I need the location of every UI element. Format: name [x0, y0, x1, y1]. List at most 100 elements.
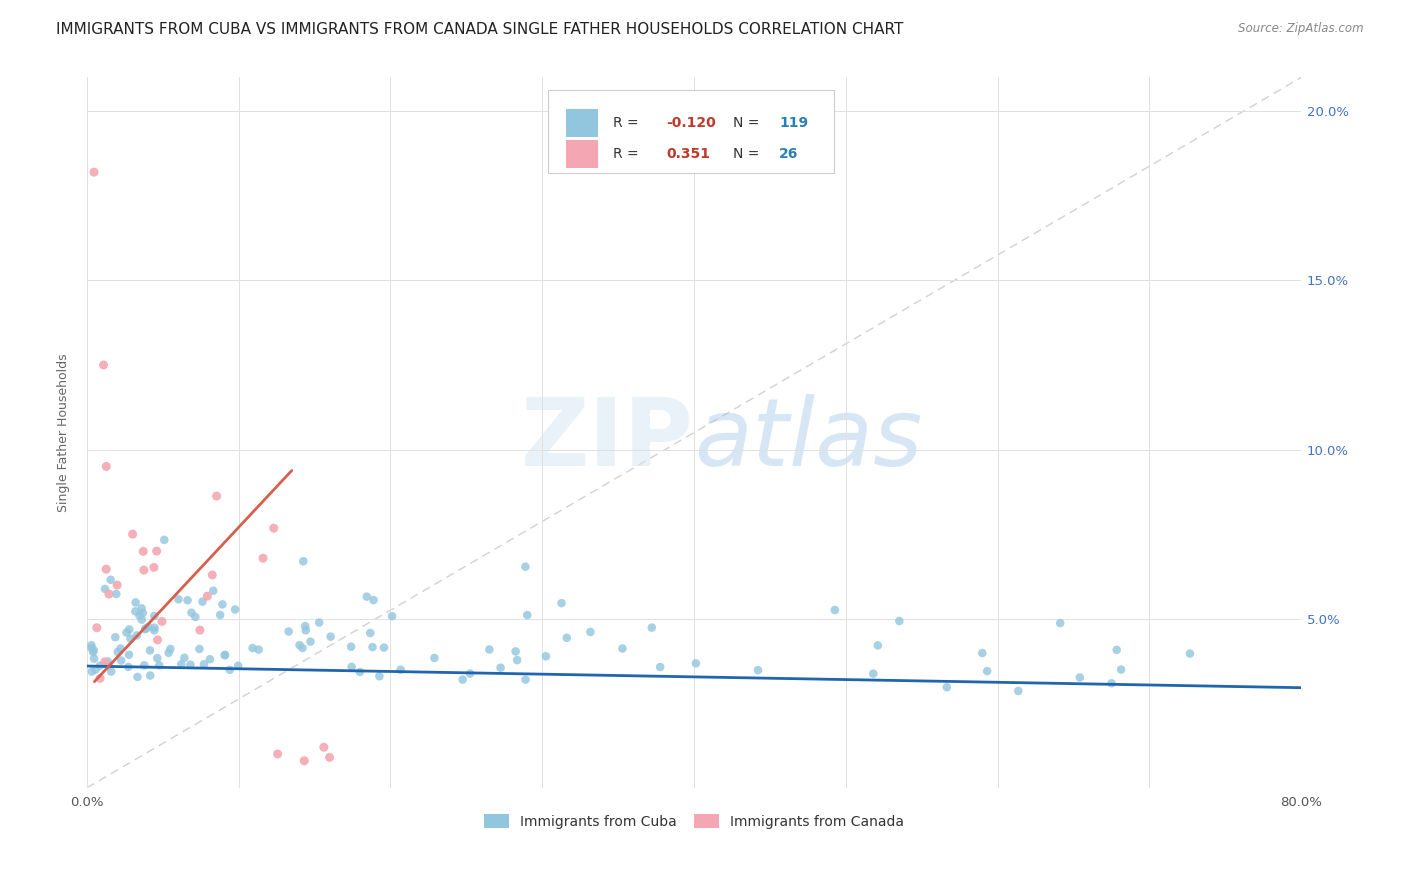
Point [1109, 663, 1132, 677]
Point [299, 634, 322, 648]
Point [319, 630, 342, 644]
Point [1105, 643, 1128, 657]
Point [247, 642, 270, 657]
Point [650, 660, 672, 674]
Point [176, 593, 198, 607]
Point [423, 651, 446, 665]
Point [866, 639, 889, 653]
Point [292, 554, 315, 568]
Point [1101, 676, 1123, 690]
Point [361, 640, 384, 654]
Point [83, 165, 105, 179]
Text: N =: N = [733, 147, 759, 161]
Point [1069, 670, 1091, 684]
Point [131, 601, 153, 615]
Point [516, 608, 538, 623]
Point [349, 665, 371, 679]
Point [131, 613, 153, 627]
Point [451, 673, 474, 687]
Point [211, 598, 233, 612]
Point [515, 673, 537, 687]
Point [214, 648, 236, 662]
Point [550, 596, 572, 610]
Point [505, 644, 527, 658]
Point [1178, 647, 1201, 661]
Text: 0.351: 0.351 [666, 147, 710, 161]
Point [134, 658, 156, 673]
Y-axis label: Single Father Households: Single Father Households [58, 353, 70, 512]
Point [100, 573, 122, 587]
Point [143, 621, 166, 635]
Point [363, 593, 385, 607]
Point [135, 622, 157, 636]
Point [191, 594, 214, 608]
Bar [567, 140, 598, 169]
Point [84, 663, 107, 677]
Point [136, 620, 159, 634]
Point [201, 568, 224, 582]
Text: -0.120: -0.120 [666, 116, 716, 130]
Point [515, 559, 537, 574]
Text: Source: ZipAtlas.com: Source: ZipAtlas.com [1239, 22, 1364, 36]
Point [142, 560, 165, 574]
Point [121, 527, 143, 541]
Point [89, 671, 111, 685]
Point [110, 641, 132, 656]
Point [318, 750, 340, 764]
Bar [567, 109, 598, 137]
Point [115, 625, 138, 640]
Point [294, 619, 316, 633]
Point [139, 643, 162, 657]
Point [83, 651, 105, 665]
Point [146, 632, 169, 647]
Point [288, 638, 311, 652]
Point [193, 657, 215, 672]
Point [180, 606, 202, 620]
Point [862, 666, 884, 681]
Point [458, 666, 481, 681]
Point [534, 649, 557, 664]
Point [132, 544, 155, 558]
Text: R =: R = [613, 116, 638, 130]
Point [340, 640, 363, 654]
Point [294, 624, 316, 638]
Point [1049, 616, 1071, 631]
Point [312, 740, 335, 755]
Point [205, 489, 228, 503]
Point [97, 658, 120, 673]
Point [80, 665, 103, 679]
Point [612, 641, 634, 656]
Point [134, 622, 156, 636]
Point [202, 583, 225, 598]
Point [555, 631, 578, 645]
Point [579, 624, 602, 639]
Text: 119: 119 [779, 116, 808, 130]
Point [159, 642, 181, 657]
Point [685, 657, 707, 671]
Point [506, 653, 529, 667]
Point [94, 655, 117, 669]
Point [104, 630, 127, 644]
Point [224, 602, 246, 616]
Point [252, 551, 274, 566]
Point [389, 663, 412, 677]
Point [824, 603, 846, 617]
Point [478, 642, 501, 657]
Point [97, 587, 120, 601]
Point [118, 648, 141, 662]
Point [157, 646, 180, 660]
Point [120, 632, 142, 646]
Point [277, 624, 299, 639]
Point [89, 658, 111, 673]
Point [153, 533, 176, 547]
Point [1007, 684, 1029, 698]
Point [117, 660, 139, 674]
Point [128, 608, 150, 623]
Point [93, 358, 115, 372]
Point [976, 664, 998, 678]
Point [889, 614, 911, 628]
Point [198, 652, 221, 666]
Point [125, 628, 148, 642]
Point [188, 642, 211, 657]
Point [242, 641, 264, 656]
